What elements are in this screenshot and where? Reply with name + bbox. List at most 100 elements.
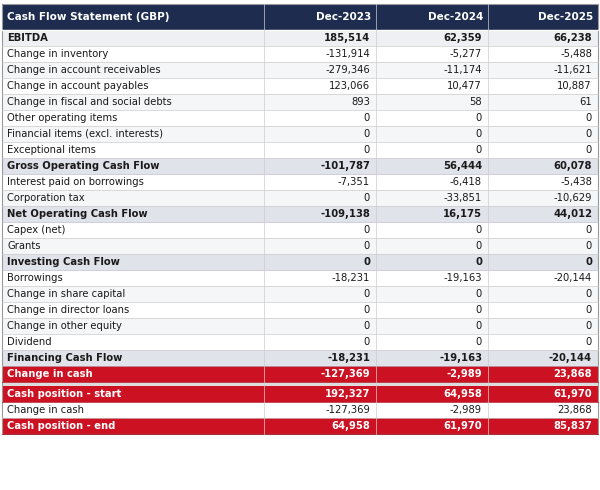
Bar xyxy=(2,318,598,334)
Text: 0: 0 xyxy=(476,321,482,331)
Text: -18,231: -18,231 xyxy=(332,273,370,283)
Text: -19,163: -19,163 xyxy=(439,353,482,363)
Text: -5,277: -5,277 xyxy=(450,49,482,59)
Bar xyxy=(2,270,598,286)
Text: 0: 0 xyxy=(476,289,482,299)
Text: 185,514: 185,514 xyxy=(324,33,370,43)
Text: 0: 0 xyxy=(586,129,592,139)
Bar xyxy=(2,418,598,434)
Text: Net Operating Cash Flow: Net Operating Cash Flow xyxy=(7,209,148,219)
Bar xyxy=(2,366,598,382)
Text: 0: 0 xyxy=(586,241,592,251)
Text: -127,369: -127,369 xyxy=(325,405,370,415)
Text: Gross Operating Cash Flow: Gross Operating Cash Flow xyxy=(7,161,160,171)
Text: -20,144: -20,144 xyxy=(554,273,592,283)
Bar xyxy=(2,350,598,366)
Text: -127,369: -127,369 xyxy=(320,369,370,379)
Text: 0: 0 xyxy=(476,241,482,251)
Bar xyxy=(2,206,598,222)
Text: Change in share capital: Change in share capital xyxy=(7,289,125,299)
Text: Investing Cash Flow: Investing Cash Flow xyxy=(7,257,120,267)
Text: 0: 0 xyxy=(364,113,370,123)
Text: 10,477: 10,477 xyxy=(447,81,482,91)
Text: -18,231: -18,231 xyxy=(327,353,370,363)
Text: -101,787: -101,787 xyxy=(320,161,370,171)
Text: 60,078: 60,078 xyxy=(554,161,592,171)
Text: 0: 0 xyxy=(363,257,370,267)
Text: 123,066: 123,066 xyxy=(329,81,370,91)
Text: 66,238: 66,238 xyxy=(553,33,592,43)
Text: 0: 0 xyxy=(364,145,370,155)
Text: Cash position - start: Cash position - start xyxy=(7,389,121,399)
Text: 85,837: 85,837 xyxy=(553,421,592,431)
Bar xyxy=(2,142,598,158)
Text: 64,958: 64,958 xyxy=(331,421,370,431)
Text: Change in director loans: Change in director loans xyxy=(7,305,129,315)
Bar xyxy=(2,126,598,142)
Text: Change in account receivables: Change in account receivables xyxy=(7,65,161,75)
Text: 0: 0 xyxy=(476,129,482,139)
Text: 16,175: 16,175 xyxy=(443,209,482,219)
Text: Dec-2023: Dec-2023 xyxy=(316,12,371,22)
Bar xyxy=(2,238,598,254)
Text: Financing Cash Flow: Financing Cash Flow xyxy=(7,353,122,363)
Text: 0: 0 xyxy=(586,289,592,299)
Text: Cash position - end: Cash position - end xyxy=(7,421,115,431)
Text: 0: 0 xyxy=(586,113,592,123)
Text: 56,444: 56,444 xyxy=(443,161,482,171)
Text: -10,629: -10,629 xyxy=(554,193,592,203)
Text: Interest paid on borrowings: Interest paid on borrowings xyxy=(7,177,144,187)
Text: 0: 0 xyxy=(586,145,592,155)
Text: -19,163: -19,163 xyxy=(443,273,482,283)
Text: 0: 0 xyxy=(476,225,482,235)
Text: 10,887: 10,887 xyxy=(557,81,592,91)
Text: 0: 0 xyxy=(586,305,592,315)
Text: -33,851: -33,851 xyxy=(444,193,482,203)
Text: 61: 61 xyxy=(579,97,592,107)
Text: Borrowings: Borrowings xyxy=(7,273,63,283)
Text: Change in other equity: Change in other equity xyxy=(7,321,122,331)
Text: 0: 0 xyxy=(364,241,370,251)
Text: -131,914: -131,914 xyxy=(325,49,370,59)
Text: Change in cash: Change in cash xyxy=(7,405,84,415)
Text: 192,327: 192,327 xyxy=(325,389,370,399)
Text: 0: 0 xyxy=(476,337,482,347)
Text: 0: 0 xyxy=(586,321,592,331)
Bar xyxy=(2,78,598,94)
Text: 0: 0 xyxy=(364,321,370,331)
Text: 23,868: 23,868 xyxy=(557,405,592,415)
Text: Dividend: Dividend xyxy=(7,337,52,347)
Text: 61,970: 61,970 xyxy=(553,389,592,399)
Text: 0: 0 xyxy=(364,337,370,347)
Bar xyxy=(2,302,598,318)
Text: -7,351: -7,351 xyxy=(338,177,370,187)
Text: 0: 0 xyxy=(476,145,482,155)
Bar xyxy=(2,334,598,350)
Text: 0: 0 xyxy=(586,225,592,235)
Text: Dec-2024: Dec-2024 xyxy=(428,12,483,22)
Text: -11,174: -11,174 xyxy=(443,65,482,75)
Bar xyxy=(2,174,598,190)
Text: 58: 58 xyxy=(469,97,482,107)
Text: 0: 0 xyxy=(364,289,370,299)
Text: Change in inventory: Change in inventory xyxy=(7,49,108,59)
Text: 0: 0 xyxy=(364,225,370,235)
Text: 23,868: 23,868 xyxy=(553,369,592,379)
Bar xyxy=(2,30,598,46)
Text: 61,970: 61,970 xyxy=(443,421,482,431)
Bar xyxy=(2,158,598,174)
Text: Capex (net): Capex (net) xyxy=(7,225,65,235)
Bar xyxy=(2,110,598,126)
Bar xyxy=(2,62,598,78)
Text: 0: 0 xyxy=(585,257,592,267)
Text: -109,138: -109,138 xyxy=(320,209,370,219)
Text: -20,144: -20,144 xyxy=(549,353,592,363)
Text: -6,418: -6,418 xyxy=(450,177,482,187)
Bar xyxy=(2,94,598,110)
Text: 0: 0 xyxy=(364,305,370,315)
Text: -279,346: -279,346 xyxy=(325,65,370,75)
Text: Exceptional items: Exceptional items xyxy=(7,145,96,155)
Bar xyxy=(2,386,598,402)
Text: -5,438: -5,438 xyxy=(560,177,592,187)
Text: Change in account payables: Change in account payables xyxy=(7,81,149,91)
